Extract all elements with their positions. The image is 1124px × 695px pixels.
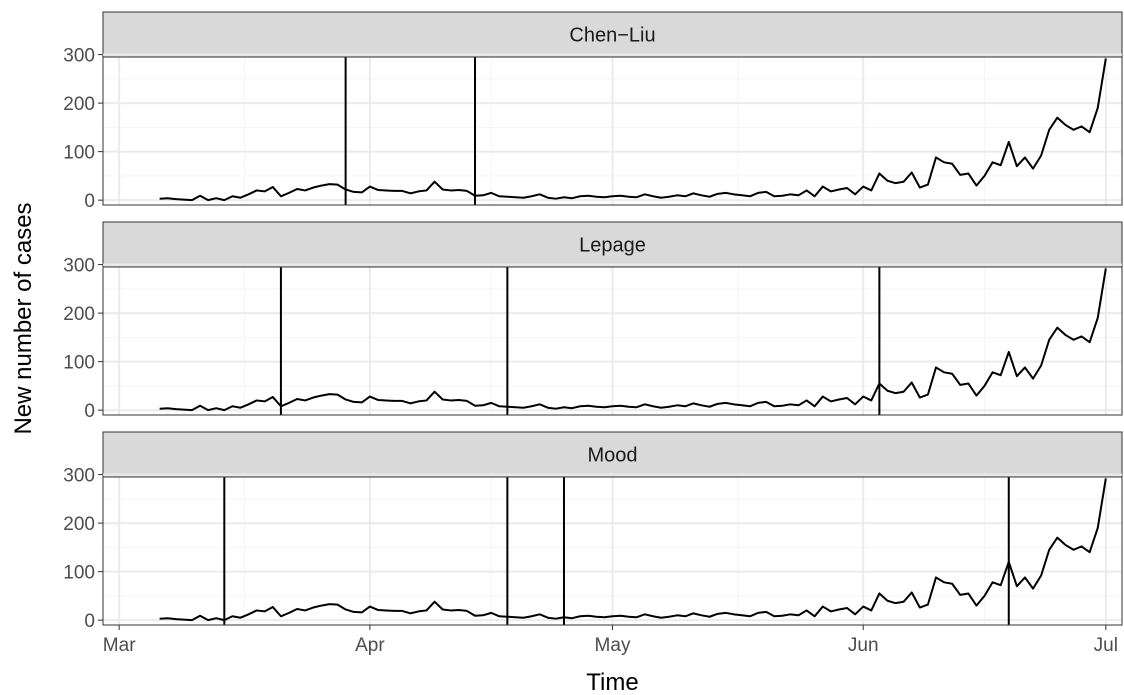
y-tick-label: 0 xyxy=(84,191,95,212)
y-tick-label: 300 xyxy=(63,256,95,277)
x-tick-label: Apr xyxy=(355,635,385,656)
y-tick-label: 200 xyxy=(63,514,95,535)
y-tick-label: 300 xyxy=(63,466,95,487)
cases-series-line xyxy=(159,268,1107,412)
y-tick-label: 100 xyxy=(63,563,95,584)
cases-series-line xyxy=(159,58,1107,202)
strip-background xyxy=(102,11,1123,58)
panel-border xyxy=(102,266,1123,416)
x-axis-title: Time xyxy=(586,669,638,695)
y-tick-label: 0 xyxy=(84,401,95,422)
x-tick-label: Jun xyxy=(848,635,879,656)
panel-border xyxy=(102,56,1123,206)
y-tick-label: 200 xyxy=(63,304,95,325)
strip-background xyxy=(102,221,1123,268)
y-tick-label: 200 xyxy=(63,94,95,115)
y-tick-label: 100 xyxy=(63,353,95,374)
y-tick-label: 100 xyxy=(63,143,95,164)
cases-series-line xyxy=(159,478,1107,622)
y-axis-title: New number of cases xyxy=(10,202,37,434)
strip-label: Mood xyxy=(587,445,637,467)
y-tick-label: 300 xyxy=(63,46,95,67)
x-tick-label: Jul xyxy=(1094,635,1118,656)
y-tick-label: 0 xyxy=(84,611,95,632)
x-tick-label: Mar xyxy=(103,635,136,656)
strip-label: Lepage xyxy=(579,235,646,257)
strip-label: Chen−Liu xyxy=(569,25,655,47)
strip-background xyxy=(102,431,1123,478)
x-tick-label: May xyxy=(595,635,631,656)
